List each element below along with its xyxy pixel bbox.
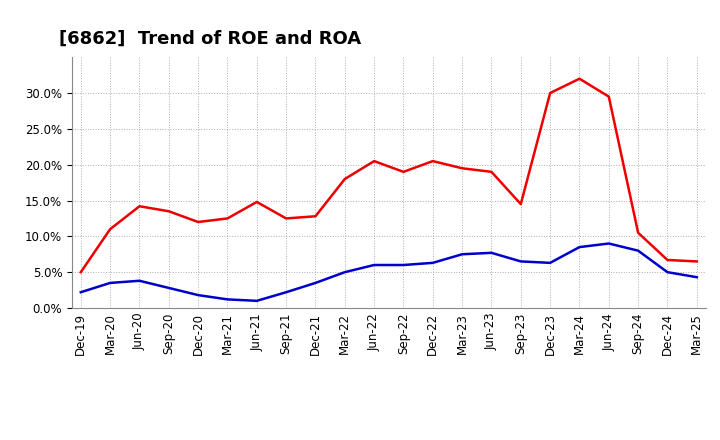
ROE xyxy=(634,230,642,235)
ROA xyxy=(164,285,173,290)
Line: ROE: ROE xyxy=(81,79,697,272)
ROE xyxy=(76,270,85,275)
ROA xyxy=(311,280,320,286)
ROA xyxy=(76,290,85,295)
ROE xyxy=(693,259,701,264)
ROA xyxy=(516,259,525,264)
ROE xyxy=(516,202,525,207)
ROE xyxy=(194,220,202,225)
ROE xyxy=(458,165,467,171)
ROA xyxy=(223,297,232,302)
ROA xyxy=(399,262,408,268)
ROA xyxy=(428,260,437,265)
ROA xyxy=(605,241,613,246)
ROE xyxy=(370,158,379,164)
ROA xyxy=(341,270,349,275)
ROE xyxy=(311,214,320,219)
ROA xyxy=(663,270,672,275)
ROE xyxy=(605,94,613,99)
ROE xyxy=(223,216,232,221)
ROA xyxy=(253,298,261,304)
ROE xyxy=(487,169,496,175)
Line: ROA: ROA xyxy=(81,243,697,301)
ROE xyxy=(575,76,584,81)
ROE xyxy=(135,204,144,209)
ROA xyxy=(634,248,642,253)
ROE xyxy=(546,90,554,95)
ROA xyxy=(693,275,701,280)
ROE xyxy=(663,257,672,263)
ROA xyxy=(458,252,467,257)
ROA xyxy=(546,260,554,265)
ROE xyxy=(282,216,290,221)
ROE xyxy=(428,158,437,164)
ROE xyxy=(164,209,173,214)
ROE xyxy=(399,169,408,175)
ROA xyxy=(194,293,202,298)
ROA xyxy=(370,262,379,268)
ROA xyxy=(487,250,496,256)
ROA xyxy=(135,278,144,283)
Text: [6862]  Trend of ROE and ROA: [6862] Trend of ROE and ROA xyxy=(59,29,361,48)
ROE xyxy=(341,176,349,182)
ROA xyxy=(106,280,114,286)
ROA xyxy=(575,245,584,250)
ROE xyxy=(253,199,261,205)
ROE xyxy=(106,227,114,232)
ROA xyxy=(282,290,290,295)
